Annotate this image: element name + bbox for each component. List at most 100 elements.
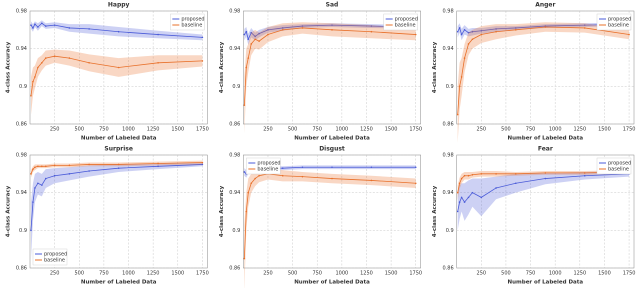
- x-tick-label: 500: [288, 271, 298, 277]
- y-tick-label: 0.9: [19, 84, 27, 90]
- point: [471, 38, 474, 41]
- point: [157, 33, 159, 36]
- x-tick-label: 1250: [147, 127, 160, 133]
- point: [243, 104, 246, 106]
- point: [254, 38, 256, 41]
- y-tick-label: 0.94: [443, 190, 454, 196]
- y-tick-label: 0.86: [16, 266, 27, 272]
- series-line: [30, 164, 203, 231]
- y-axis-label: 4-class Accuracy: [219, 41, 225, 93]
- x-tick-label: 1750: [623, 271, 636, 277]
- point: [370, 166, 373, 169]
- x-tick-label: 750: [526, 127, 536, 133]
- chart-title: Happy: [108, 2, 130, 9]
- subplot: Anger Number of Labeled Data 4-class Accur…: [432, 2, 635, 143]
- point: [32, 201, 34, 203]
- point: [370, 25, 373, 27]
- point: [88, 28, 90, 30]
- x-tick-label: 250: [50, 127, 60, 133]
- point: [480, 29, 483, 32]
- x-axis-label: Number of Labeled Data: [81, 136, 157, 142]
- legend-label: baseline: [44, 258, 65, 264]
- y-tick-label: 0.86: [229, 122, 240, 128]
- x-tick-label: 750: [99, 271, 109, 277]
- point: [583, 174, 586, 177]
- subplot: Surprise Number of Labeled Data 4-class Ac…: [6, 146, 209, 286]
- x-tick-label: 500: [501, 127, 511, 133]
- y-tick-label: 0.98: [229, 153, 240, 159]
- point: [414, 33, 417, 36]
- y-tick-label: 0.94: [16, 190, 27, 196]
- y-tick-label: 0.94: [443, 46, 454, 52]
- point: [34, 76, 36, 78]
- point: [53, 24, 56, 26]
- y-tick-label: 0.98: [16, 153, 27, 159]
- point: [480, 173, 483, 175]
- point: [301, 27, 304, 29]
- chart-title: Surprise: [104, 146, 133, 153]
- legend-label: proposed: [608, 17, 631, 23]
- x-tick-label: 1000: [549, 271, 562, 277]
- y-axis-label: 4-class Accuracy: [6, 185, 12, 237]
- legend-label: proposed: [608, 161, 631, 167]
- point: [247, 57, 250, 59]
- point: [68, 27, 71, 29]
- point: [463, 29, 466, 31]
- point: [514, 27, 517, 29]
- x-tick-label: 1500: [385, 127, 398, 133]
- x-tick-label: 1750: [623, 127, 636, 133]
- point: [544, 172, 547, 174]
- point: [53, 174, 56, 177]
- legend-box: [246, 157, 281, 175]
- subplot: Happy Number of Labeled Data 4-class Accur…: [6, 2, 209, 142]
- y-tick-label: 0.94: [229, 46, 240, 52]
- point: [32, 168, 34, 170]
- point: [254, 35, 256, 38]
- x-tick-label: 1250: [573, 127, 586, 133]
- point: [471, 191, 474, 194]
- point: [281, 167, 284, 169]
- legend-label: baseline: [257, 167, 278, 173]
- point: [370, 30, 373, 33]
- point: [41, 22, 43, 25]
- series-line: [457, 26, 630, 115]
- point: [331, 29, 333, 31]
- point: [245, 66, 248, 69]
- error-band: [244, 168, 416, 288]
- point: [258, 174, 260, 177]
- point: [243, 257, 246, 260]
- y-tick-label: 0.86: [443, 122, 454, 128]
- x-axis-label: Number of Labeled Data: [81, 280, 157, 286]
- point: [68, 57, 71, 59]
- x-tick-label: 1250: [360, 127, 373, 133]
- point: [514, 173, 517, 175]
- point: [495, 187, 497, 189]
- chart-title: Disgust: [319, 146, 345, 153]
- x-tick-label: 1000: [549, 127, 562, 133]
- point: [456, 30, 459, 33]
- x-tick-label: 250: [263, 271, 273, 277]
- point: [88, 170, 90, 172]
- x-tick-label: 750: [99, 127, 109, 133]
- point: [471, 30, 474, 33]
- x-tick-label: 500: [501, 271, 511, 277]
- legend-label: baseline: [608, 167, 629, 173]
- subplot: Fear Number of Labeled Data 4-class Accura…: [432, 146, 635, 286]
- point: [471, 173, 474, 176]
- legend-label: proposed: [181, 17, 204, 23]
- y-axis-label: 4-class Accuracy: [432, 41, 438, 93]
- point: [41, 61, 43, 64]
- point: [495, 28, 497, 30]
- subplot: Sad Number of Labeled Data 4-class Accurac…: [219, 2, 422, 142]
- point: [267, 33, 269, 36]
- point: [245, 30, 248, 33]
- point: [458, 85, 461, 88]
- x-tick-label: 1250: [360, 271, 373, 277]
- series-line: [457, 171, 630, 193]
- point: [301, 175, 304, 178]
- point: [44, 25, 47, 27]
- point: [458, 201, 461, 203]
- error-band: [30, 49, 203, 115]
- point: [157, 61, 159, 64]
- y-tick-label: 0.94: [16, 46, 27, 52]
